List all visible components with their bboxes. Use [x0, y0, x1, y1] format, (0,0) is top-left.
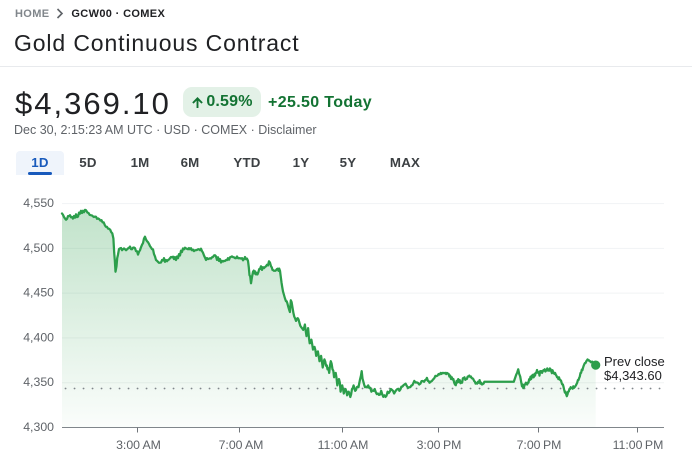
svg-text:3:00 PM: 3:00 PM: [417, 438, 462, 452]
svg-text:4,550: 4,550: [23, 196, 54, 210]
svg-text:4,300: 4,300: [23, 420, 54, 434]
svg-text:11:00 PM: 11:00 PM: [613, 438, 664, 452]
svg-text:7:00 PM: 7:00 PM: [517, 438, 562, 452]
svg-text:Prev close: Prev close: [604, 354, 665, 369]
svg-text:4,450: 4,450: [23, 286, 54, 300]
svg-text:3:00 AM: 3:00 AM: [116, 438, 161, 452]
svg-text:11:00 AM: 11:00 AM: [318, 438, 369, 452]
svg-text:7:00 AM: 7:00 AM: [219, 438, 264, 452]
svg-text:$4,343.60: $4,343.60: [604, 368, 662, 383]
svg-text:4,500: 4,500: [23, 241, 54, 255]
svg-text:4,350: 4,350: [23, 375, 54, 389]
svg-text:4,400: 4,400: [23, 330, 54, 344]
